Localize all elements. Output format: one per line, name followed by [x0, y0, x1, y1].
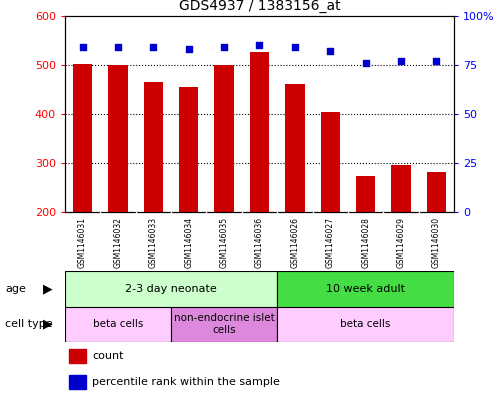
Point: [397, 58, 405, 64]
Bar: [277, 271, 454, 307]
Bar: [144, 82, 163, 212]
Text: cell type: cell type: [5, 319, 52, 329]
Bar: [179, 87, 199, 212]
Point: [220, 44, 228, 50]
Bar: [108, 65, 128, 212]
Text: GSM1146036: GSM1146036: [255, 217, 264, 268]
Text: GSM1146033: GSM1146033: [149, 217, 158, 268]
Bar: [69, 349, 86, 364]
Text: GSM1146027: GSM1146027: [326, 217, 335, 268]
Point: [149, 44, 157, 50]
Point: [433, 58, 441, 64]
Point: [362, 60, 370, 66]
Bar: [285, 84, 304, 212]
Text: non-endocrine islet
cells: non-endocrine islet cells: [174, 314, 274, 335]
Text: GSM1146026: GSM1146026: [290, 217, 299, 268]
Text: GSM1146034: GSM1146034: [184, 217, 193, 268]
Text: ▶: ▶: [42, 318, 52, 331]
Bar: [250, 51, 269, 212]
Text: GSM1146030: GSM1146030: [432, 217, 441, 268]
Bar: [277, 307, 454, 342]
Point: [255, 42, 263, 48]
Point: [185, 46, 193, 52]
Point: [78, 44, 86, 50]
Text: 2-3 day neonate: 2-3 day neonate: [125, 284, 217, 294]
Text: age: age: [5, 284, 26, 294]
Title: GDS4937 / 1383156_at: GDS4937 / 1383156_at: [179, 0, 340, 13]
Bar: [356, 176, 375, 212]
Text: GSM1146032: GSM1146032: [113, 217, 122, 268]
Bar: [69, 375, 86, 389]
Text: percentile rank within the sample: percentile rank within the sample: [92, 377, 280, 387]
Point: [114, 44, 122, 50]
Bar: [320, 112, 340, 212]
Bar: [427, 172, 446, 212]
Text: count: count: [92, 351, 124, 361]
Text: beta cells: beta cells: [93, 319, 143, 329]
Bar: [65, 271, 277, 307]
Text: ▶: ▶: [42, 282, 52, 296]
Bar: [73, 64, 92, 212]
Point: [291, 44, 299, 50]
Bar: [65, 307, 171, 342]
Text: GSM1146031: GSM1146031: [78, 217, 87, 268]
Point: [326, 48, 334, 54]
Text: 10 week adult: 10 week adult: [326, 284, 405, 294]
Text: beta cells: beta cells: [340, 319, 391, 329]
Bar: [391, 165, 411, 212]
Text: GSM1146035: GSM1146035: [220, 217, 229, 268]
Bar: [215, 65, 234, 212]
Text: GSM1146028: GSM1146028: [361, 217, 370, 268]
Text: GSM1146029: GSM1146029: [397, 217, 406, 268]
Bar: [171, 307, 277, 342]
